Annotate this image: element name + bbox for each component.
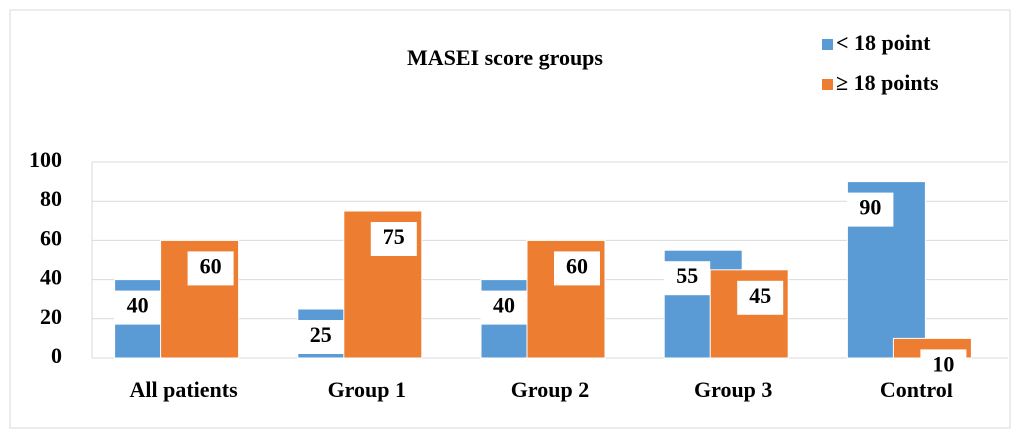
- legend-swatch: [822, 39, 833, 50]
- data-label-box: [187, 251, 234, 286]
- data-label-box: [920, 349, 967, 384]
- data-label: 40: [127, 293, 149, 318]
- x-tick-label: Group 2: [511, 377, 589, 402]
- data-label: 60: [566, 253, 588, 278]
- data-label-box: [370, 222, 417, 256]
- y-tick-label: 0: [51, 343, 62, 368]
- x-tick-label: Group 1: [328, 377, 406, 402]
- data-label: 90: [859, 195, 881, 220]
- data-label-box: [481, 290, 527, 325]
- chart-title: MASEI score groups: [407, 45, 603, 70]
- data-label-box: [114, 290, 161, 325]
- y-tick-label: 40: [40, 265, 62, 290]
- data-label: 40: [493, 293, 515, 318]
- data-label-box: [847, 192, 894, 227]
- data-label: 60: [200, 253, 222, 278]
- y-tick-label: 100: [29, 147, 62, 172]
- data-label: 75: [383, 224, 405, 249]
- data-label: 45: [749, 283, 771, 308]
- legend-label: < 18 point: [836, 30, 931, 55]
- data-label: 10: [932, 351, 954, 376]
- y-tick-label: 20: [40, 304, 62, 329]
- data-label: 55: [676, 263, 698, 288]
- legend-label: ≥ 18 points: [836, 70, 939, 95]
- x-tick-label: Group 3: [694, 377, 772, 402]
- x-tick-label: All patients: [130, 377, 239, 402]
- y-tick-label: 60: [40, 225, 62, 250]
- data-label: 25: [310, 322, 332, 347]
- y-tick-label: 80: [40, 186, 62, 211]
- legend-swatch: [822, 79, 833, 90]
- data-label-box: [554, 251, 600, 286]
- data-label-box: [664, 261, 711, 296]
- data-label-box: [297, 320, 344, 354]
- data-label-box: [737, 280, 784, 315]
